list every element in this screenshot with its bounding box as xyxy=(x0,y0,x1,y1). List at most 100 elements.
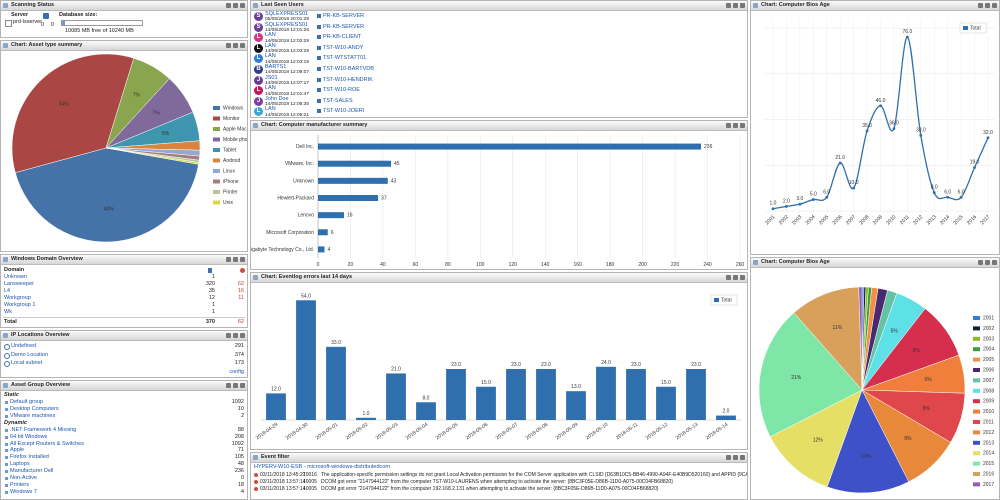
value-label: 6.0 xyxy=(823,189,830,195)
panel-button[interactable] xyxy=(733,123,738,128)
panel-button[interactable] xyxy=(978,260,983,265)
location-name[interactable]: Undefined xyxy=(11,343,37,349)
user-name[interactable]: LAN xyxy=(265,85,276,92)
panel-button[interactable] xyxy=(733,3,738,8)
slice-label: 5% xyxy=(162,131,170,137)
computer-name[interactable]: TST-W10-ANDY xyxy=(323,44,364,51)
group-name[interactable]: Manufacturer Dell xyxy=(10,468,54,475)
panel-button[interactable] xyxy=(985,260,990,265)
domain-name[interactable]: Workgroup 1 xyxy=(4,302,36,308)
user-name[interactable]: BARTS1 xyxy=(265,64,287,70)
avatar: L xyxy=(254,86,263,96)
group-icon xyxy=(5,442,8,446)
group-name[interactable]: .NET Framework 4 Missing xyxy=(10,426,77,433)
panel-button[interactable] xyxy=(740,455,745,460)
panel-button[interactable] xyxy=(740,3,745,8)
panel-button[interactable] xyxy=(726,455,731,460)
user-name[interactable]: LAN xyxy=(265,106,276,113)
panel-button[interactable] xyxy=(240,43,245,48)
domain-name[interactable]: L4 xyxy=(4,288,11,294)
computer-name[interactable]: TST-W10-ROE xyxy=(323,87,360,94)
computer-icon xyxy=(317,109,321,114)
panel-button[interactable] xyxy=(226,43,231,48)
legend-swatch xyxy=(213,137,220,142)
legend-swatch xyxy=(973,388,980,393)
user-name[interactable]: LAN xyxy=(265,32,276,39)
panel-button[interactable] xyxy=(240,333,245,338)
point xyxy=(811,198,815,201)
computer-name[interactable]: TST-W10-HENDRIK xyxy=(323,76,373,83)
domain-name[interactable]: Unknown xyxy=(4,274,27,280)
panel-button[interactable] xyxy=(726,275,731,280)
location-icon xyxy=(4,344,10,350)
panel-button[interactable] xyxy=(992,260,997,265)
domain-name[interactable]: Workgroup xyxy=(4,295,31,301)
computer-name[interactable]: TST-WTSTATT01 xyxy=(323,55,367,62)
group-name[interactable]: Default group xyxy=(10,399,44,405)
legend-label: 2001 xyxy=(983,316,994,322)
group-name[interactable]: Firefox Installed xyxy=(10,454,49,461)
panel-button[interactable] xyxy=(240,3,245,8)
value-label: 54.0 xyxy=(301,293,311,299)
group-name[interactable]: Non-Active xyxy=(10,475,37,481)
user-name[interactable]: SQLEXPRESS01 xyxy=(265,21,309,28)
pie-slice xyxy=(14,147,199,243)
panel-button[interactable] xyxy=(226,383,231,388)
user-name[interactable]: John Doe xyxy=(265,95,289,102)
checkbox[interactable] xyxy=(5,20,12,27)
panel-button[interactable] xyxy=(226,257,231,262)
event-icon xyxy=(254,487,258,491)
panel-button[interactable] xyxy=(726,123,731,128)
legend-label: 2013 xyxy=(983,440,994,446)
location-name[interactable]: Demo Location xyxy=(11,351,48,358)
panel-button[interactable] xyxy=(740,275,745,280)
computer-name[interactable]: PR-KB-SERVER xyxy=(323,23,365,30)
panel-button[interactable] xyxy=(733,275,738,280)
panel-button[interactable] xyxy=(233,333,238,338)
panel-button[interactable] xyxy=(233,3,238,8)
config-link[interactable]: config xyxy=(229,369,244,375)
group-name[interactable]: Desktop Computers xyxy=(10,405,59,412)
computer-name[interactable]: PR-KB-CLIENT xyxy=(323,34,362,41)
computer-name[interactable]: TST-W10-BARTVDB xyxy=(323,66,374,72)
panel-button[interactable] xyxy=(240,257,245,262)
slice-label: 43% xyxy=(104,206,115,212)
group-name[interactable]: Windows 7 xyxy=(10,488,37,495)
login-time: 14/05/2018 12:02:29 xyxy=(265,38,310,44)
x-tick-label: 160 xyxy=(574,262,583,268)
panel-button[interactable] xyxy=(978,3,983,8)
domain-name[interactable]: Wk xyxy=(4,309,12,315)
computer-name[interactable]: TST-SALES xyxy=(323,97,353,104)
user-name[interactable]: SQLEXPRESS01 xyxy=(265,11,309,17)
panel-button[interactable] xyxy=(740,123,745,128)
x-tick-label: 2018-05-14 xyxy=(705,422,730,442)
value-label: 24.0 xyxy=(601,360,611,366)
panel-button[interactable] xyxy=(233,43,238,48)
group-name[interactable]: Apple xyxy=(10,447,25,454)
computer-name[interactable]: TST-W10-JOERI xyxy=(323,108,365,115)
group-name[interactable]: 64 bit Windows xyxy=(10,433,48,440)
panel-button[interactable] xyxy=(726,3,731,8)
domain-count: 370 xyxy=(205,319,215,325)
location-count: 173 xyxy=(234,360,244,366)
panel-button[interactable] xyxy=(240,383,245,388)
panel-button[interactable] xyxy=(233,257,238,262)
group-name[interactable]: Laptops xyxy=(10,461,30,468)
panel-button[interactable] xyxy=(233,383,238,388)
user-name[interactable]: JS01 xyxy=(265,74,278,81)
location-name[interactable]: Local subnet xyxy=(11,360,43,366)
user-name[interactable]: LAN xyxy=(265,42,276,49)
group-name[interactable]: VMware machines xyxy=(10,412,56,419)
user-name[interactable]: LAN xyxy=(265,53,276,60)
panel-button[interactable] xyxy=(985,3,990,8)
domain-name[interactable]: Lansweeper xyxy=(4,281,34,287)
panel-button[interactable] xyxy=(226,333,231,338)
group-name[interactable]: All Except Routers & Switches xyxy=(10,440,84,447)
event-source[interactable]: HYPERV-W10-ESB - microsoft-windows-distr… xyxy=(254,464,390,470)
group-name[interactable]: Printers xyxy=(10,481,29,488)
panel-button[interactable] xyxy=(733,455,738,460)
panel-button[interactable] xyxy=(992,3,997,8)
x-tick-label: 2016 xyxy=(966,214,978,226)
computer-name[interactable]: PR-KB-SERVER xyxy=(323,13,365,19)
panel-button[interactable] xyxy=(226,3,231,8)
